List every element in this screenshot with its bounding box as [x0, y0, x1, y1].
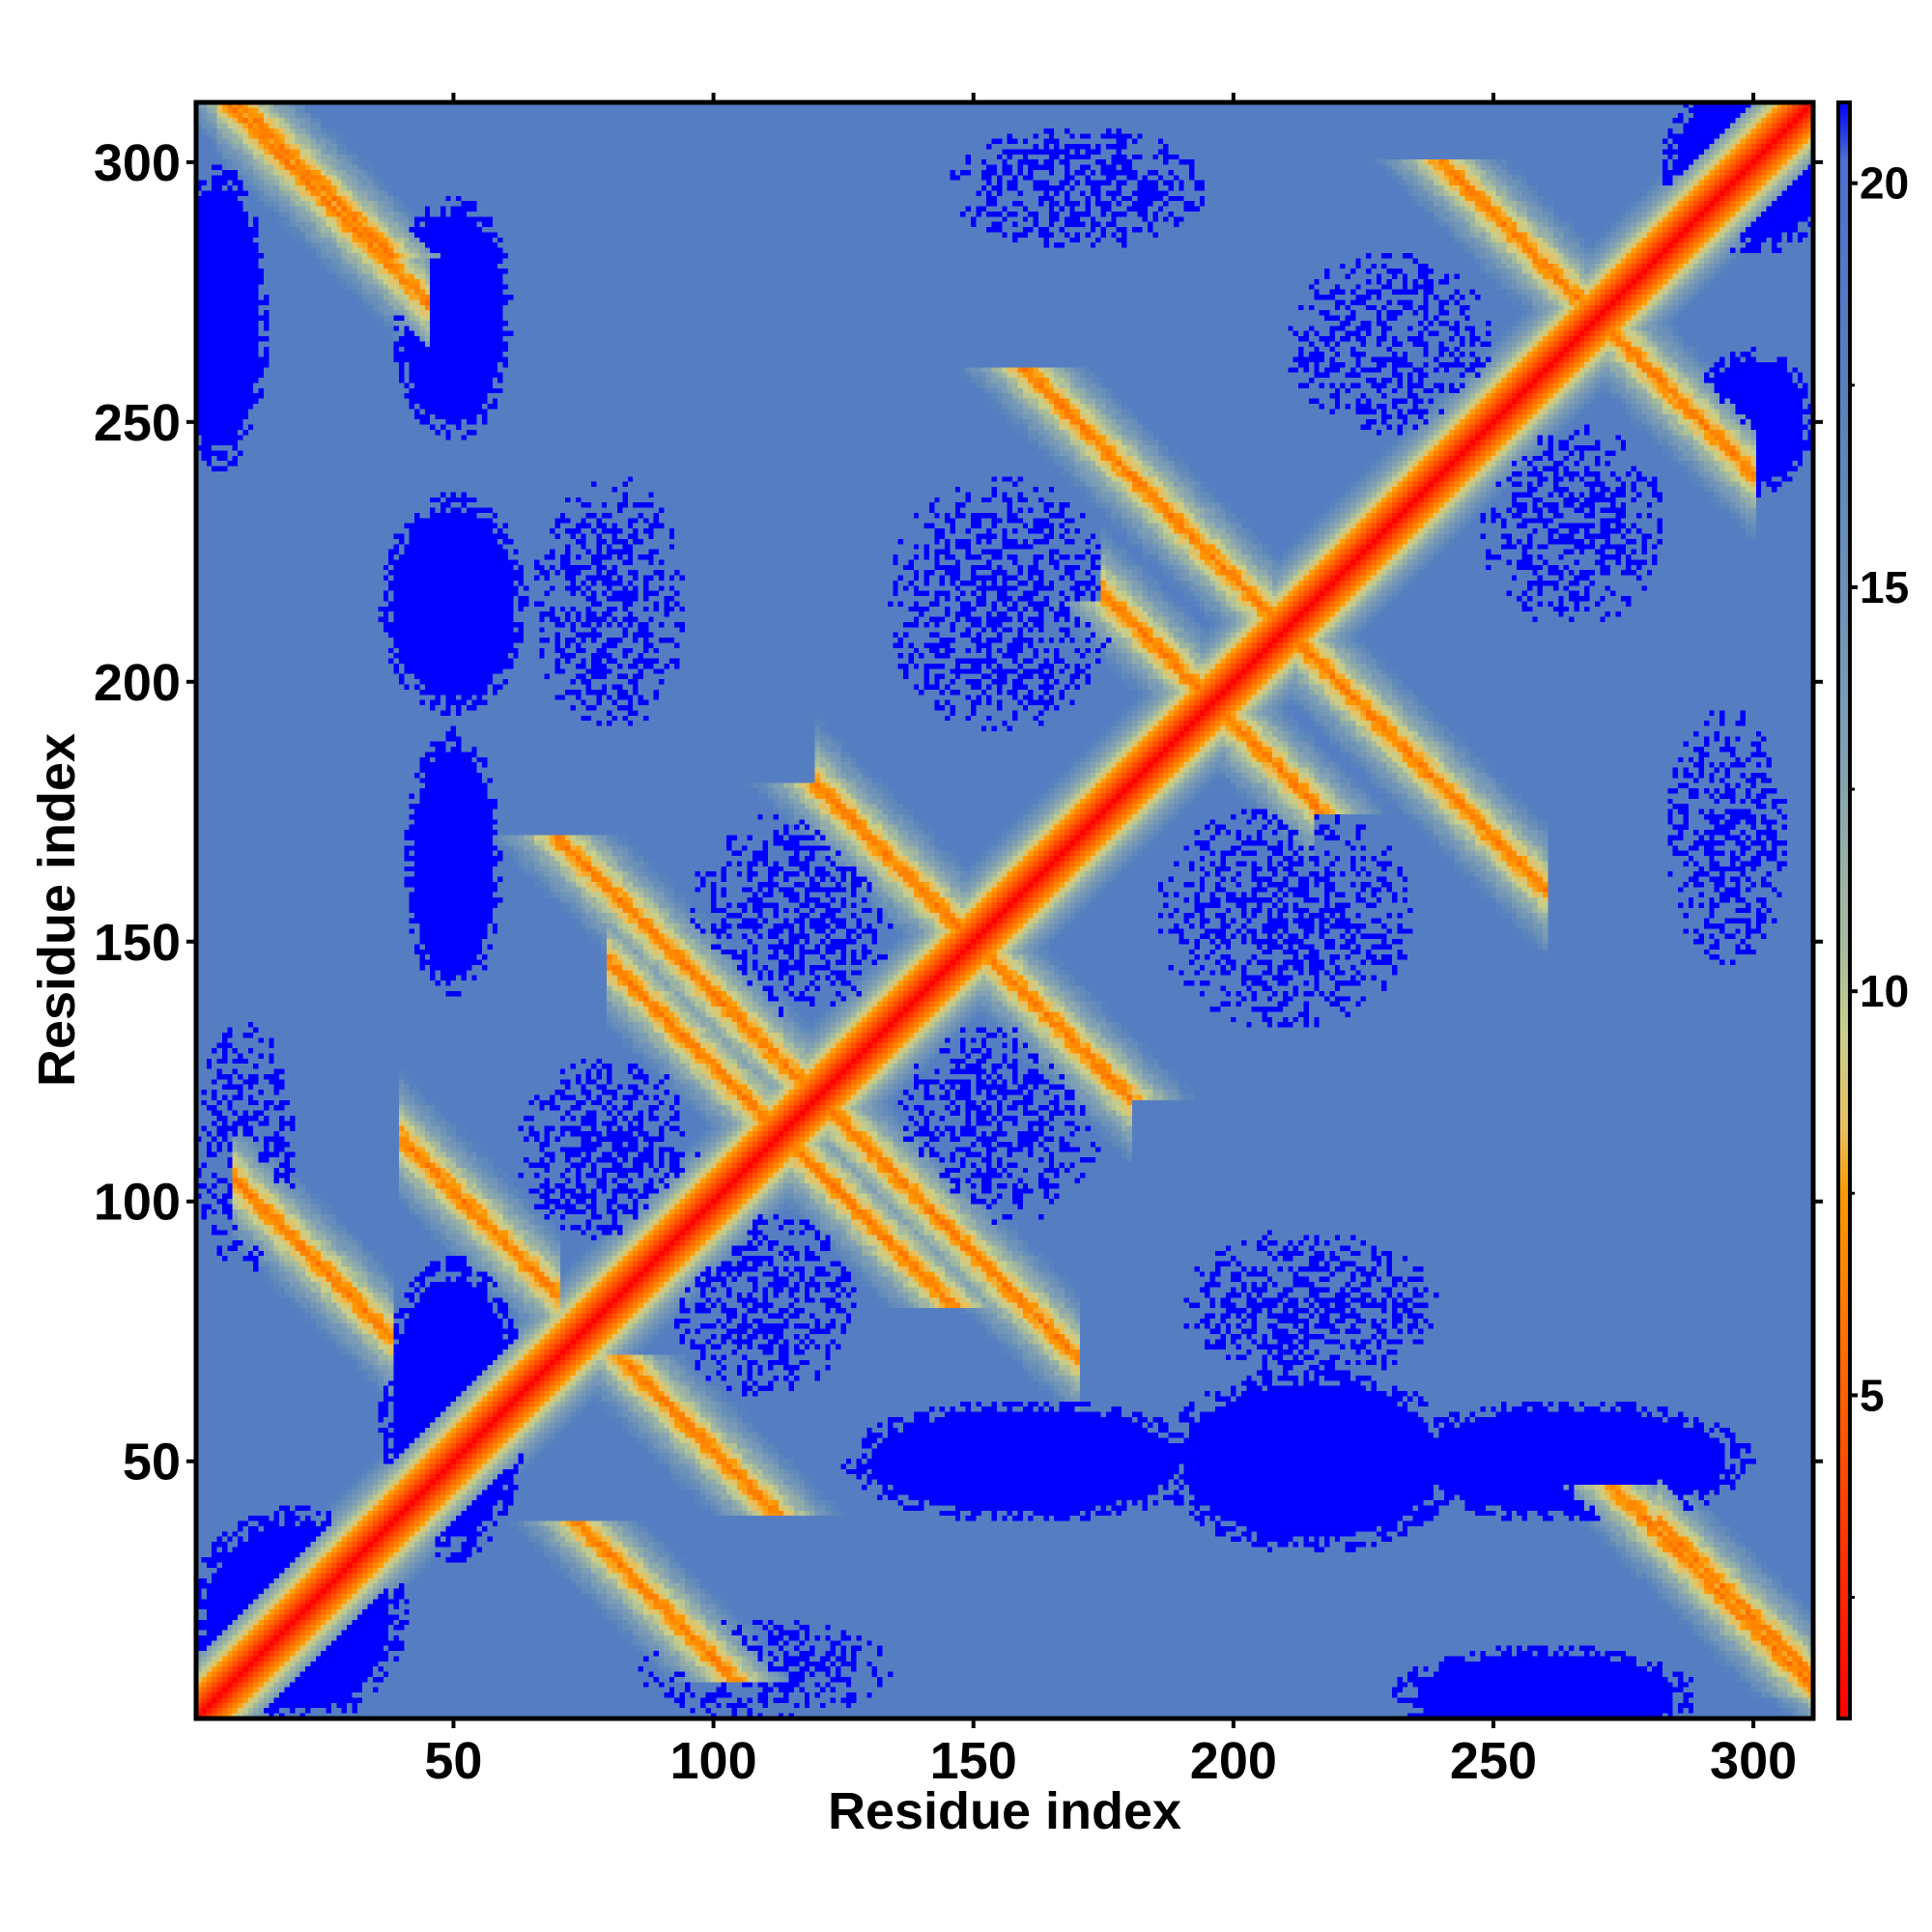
y-axis-title: Residue index — [28, 733, 86, 1087]
colorbar-tick-label: 20 — [1860, 158, 1909, 209]
y-axis: 50 100 150 200 250 300 — [94, 134, 1823, 1492]
x-tick-label: 250 — [1450, 1732, 1537, 1790]
y-tick-label: 300 — [94, 134, 181, 192]
colorbar-frame — [1836, 100, 1852, 1720]
x-tick-label: 150 — [930, 1732, 1017, 1790]
y-tick-label: 150 — [94, 914, 181, 972]
y-tick-label: 100 — [94, 1174, 181, 1232]
plot-frame — [193, 99, 1816, 1721]
y-tick-label: 50 — [123, 1434, 181, 1492]
x-tick-label: 200 — [1190, 1732, 1277, 1790]
colorbar-tick-label: 15 — [1860, 562, 1909, 612]
colorbar-gradient — [1838, 102, 1850, 1719]
x-axis: 50 100 150 200 250 300 — [424, 93, 1797, 1790]
heatmap — [196, 102, 1813, 1719]
heatmap-image — [196, 102, 1813, 1719]
x-tick-label: 300 — [1710, 1732, 1797, 1790]
colorbar-tick-label: 10 — [1860, 966, 1909, 1016]
x-tick-label: 100 — [670, 1732, 757, 1790]
y-tick-label: 200 — [94, 654, 181, 712]
y-tick-label: 250 — [94, 394, 181, 452]
colorbar-tick-label: 5 — [1860, 1370, 1885, 1420]
colorbar: 5 10 15 20 — [1836, 100, 1909, 1720]
x-axis-title: Residue index — [828, 1782, 1181, 1840]
x-tick-label: 50 — [424, 1732, 482, 1790]
colorbar-ticks: 5 10 15 20 — [1850, 158, 1909, 1600]
